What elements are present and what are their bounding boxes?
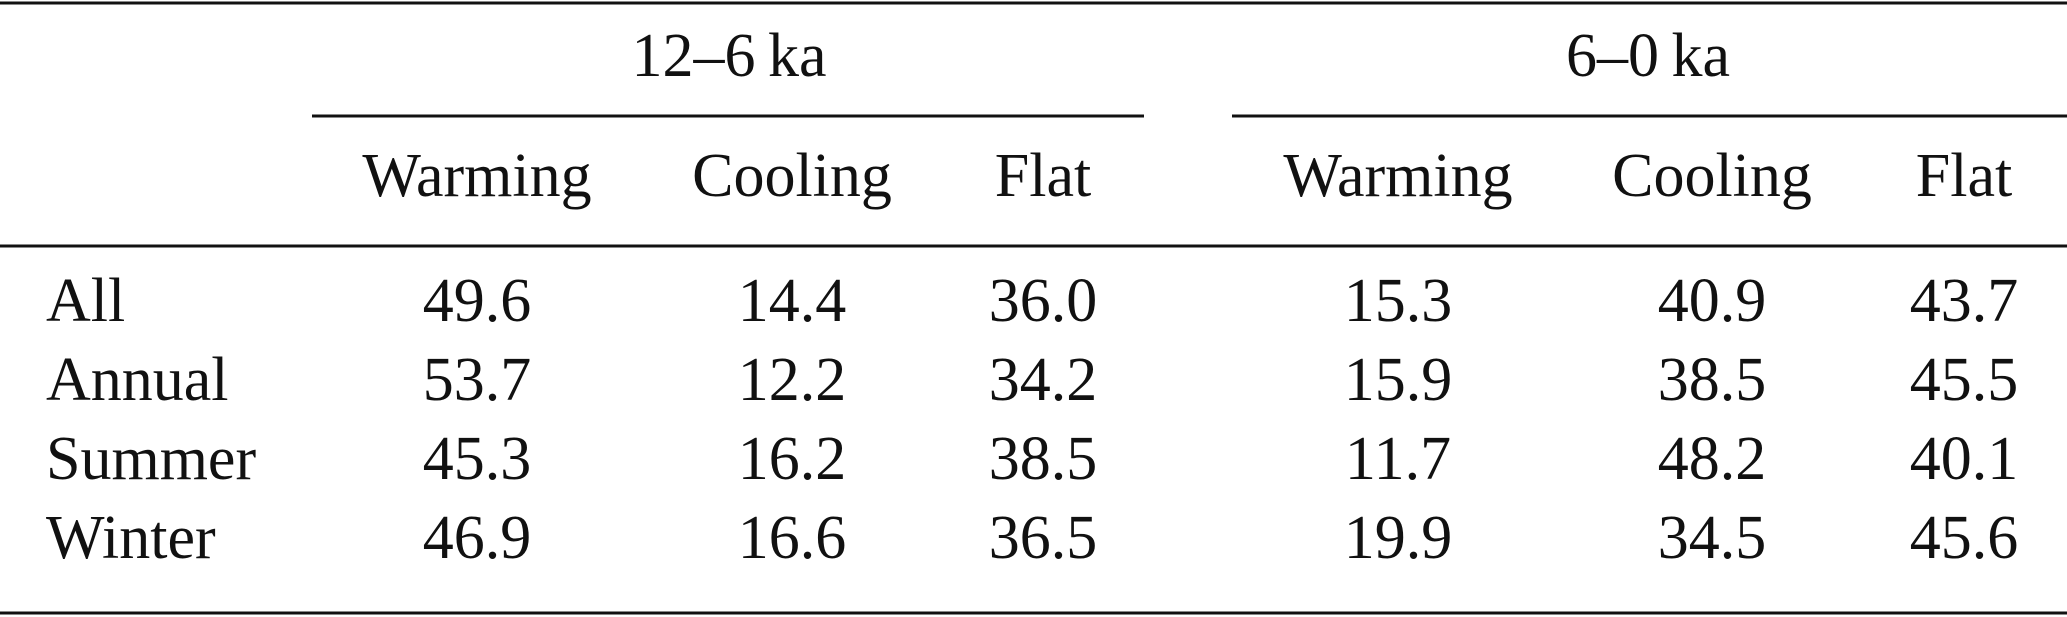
- cell: 11.7: [1345, 425, 1451, 493]
- column-header: Flat: [995, 142, 1091, 210]
- cell: 36.5: [989, 504, 1098, 572]
- row-label: All: [46, 267, 125, 335]
- cell: 12.2: [738, 346, 847, 414]
- cell: 34.2: [989, 346, 1098, 414]
- cell: 15.3: [1344, 267, 1453, 335]
- cell: 53.7: [423, 346, 532, 414]
- cell: 14.4: [738, 267, 847, 335]
- cell: 49.6: [423, 267, 532, 335]
- cell: 43.7: [1910, 267, 2019, 335]
- cell: 16.2: [738, 425, 847, 493]
- cell: 40.9: [1658, 267, 1767, 335]
- row-label: Annual: [46, 346, 229, 414]
- column-header: Flat: [1916, 142, 2012, 210]
- cell: 40.1: [1910, 425, 2019, 493]
- cell: 45.3: [423, 425, 532, 493]
- cell: 34.5: [1658, 504, 1767, 572]
- cell: 19.9: [1344, 504, 1453, 572]
- cell: 16.6: [738, 504, 847, 572]
- row-label: Winter: [46, 504, 216, 572]
- column-header: Warming: [1283, 142, 1512, 210]
- column-header: Cooling: [1612, 142, 1812, 210]
- row-label: Summer: [46, 425, 256, 493]
- cell: 46.9: [423, 504, 532, 572]
- cell: 45.5: [1910, 346, 2019, 414]
- cell: 36.0: [989, 267, 1098, 335]
- column-header: Warming: [362, 142, 591, 210]
- cell: 45.6: [1910, 504, 2019, 572]
- cell: 38.5: [1658, 346, 1767, 414]
- column-header: Cooling: [692, 142, 892, 210]
- group-header: 6–0 ka: [1566, 22, 1730, 90]
- cell: 15.9: [1344, 346, 1453, 414]
- cell: 38.5: [989, 425, 1098, 493]
- group-header: 12–6 ka: [632, 22, 827, 90]
- cell: 48.2: [1658, 425, 1767, 493]
